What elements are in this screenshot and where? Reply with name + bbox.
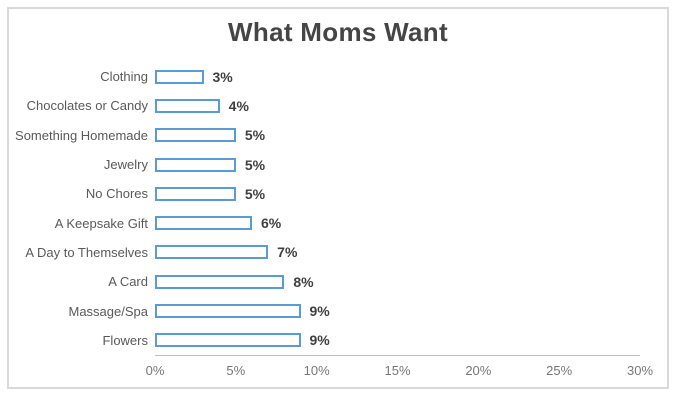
bar-zone: 3%: [155, 69, 677, 85]
data-label: 4%: [228, 97, 249, 114]
bar: [155, 157, 236, 172]
bar-row: A Card 8%: [0, 267, 677, 296]
bar-row: Clothing 3%: [0, 62, 677, 91]
data-label: 9%: [309, 332, 330, 349]
category-label: No Chores: [85, 186, 148, 202]
category-label: Jewelry: [103, 157, 148, 173]
bar: [155, 333, 301, 348]
x-axis-tick-label: 15%: [384, 363, 411, 378]
bar-zone: 6%: [155, 215, 677, 231]
data-label: 3%: [212, 68, 233, 85]
bar: [155, 304, 301, 319]
bar: [155, 186, 236, 201]
data-label: 8%: [293, 273, 314, 290]
data-label: 6%: [261, 215, 282, 232]
category-label: Clothing: [100, 69, 148, 85]
data-label: 7%: [277, 244, 298, 261]
bar: [155, 69, 204, 84]
category-label: Something Homemade: [15, 127, 148, 143]
bar-row: A Day to Themselves 7%: [0, 238, 677, 267]
data-label: 5%: [244, 156, 266, 173]
bar-zone: 5%: [155, 186, 677, 202]
bar-row: Jewelry 5%: [0, 150, 677, 179]
bar: [155, 98, 220, 113]
chart-title: What Moms Want: [228, 17, 448, 47]
chart-frame: [7, 7, 669, 389]
bar-zone: 9%: [155, 303, 677, 319]
bar-rows: Clothing 3% Chocolates or Candy 4% Something…: [0, 62, 677, 355]
bar: [155, 216, 252, 231]
category-label: A Card: [108, 274, 148, 290]
category-label: A Day to Themselves: [25, 244, 148, 260]
bar-zone: 4%: [155, 98, 677, 114]
x-axis-line: [155, 355, 640, 356]
bar: [155, 274, 285, 289]
category-label: A Keepsake Gift: [54, 215, 148, 231]
bar-row: A Keepsake Gift 6%: [0, 208, 677, 237]
bar-zone: 9%: [155, 332, 677, 348]
bar-zone: 5%: [155, 127, 677, 143]
data-label: 5%: [244, 185, 266, 202]
bar-row: Chocolates or Candy 4%: [0, 91, 677, 120]
data-label: 9%: [309, 303, 330, 320]
bar: [155, 245, 269, 260]
bar-zone: 8%: [155, 274, 677, 290]
bar: [155, 128, 236, 143]
x-axis-tick-label: 0%: [145, 363, 165, 378]
bar-row: Something Homemade 5%: [0, 121, 677, 150]
category-label: Massage/Spa: [68, 303, 149, 319]
bar-zone: 7%: [155, 244, 677, 260]
bar-row: No Chores 5%: [0, 179, 677, 208]
x-axis-tick-label: 5%: [226, 363, 246, 378]
bar-row: Flowers 9%: [0, 326, 677, 355]
category-label: Chocolates or Candy: [26, 98, 148, 114]
x-axis-tick-label: 25%: [546, 363, 573, 378]
x-axis-tick-label: 20%: [465, 363, 492, 378]
category-label: Flowers: [102, 332, 148, 348]
x-axis-tick-label: 30%: [626, 363, 654, 378]
data-label: 5%: [244, 127, 266, 144]
bar-row: Massage/Spa 9%: [0, 296, 677, 325]
bar-zone: 5%: [155, 157, 677, 173]
x-axis-tick-label: 10%: [303, 363, 330, 378]
